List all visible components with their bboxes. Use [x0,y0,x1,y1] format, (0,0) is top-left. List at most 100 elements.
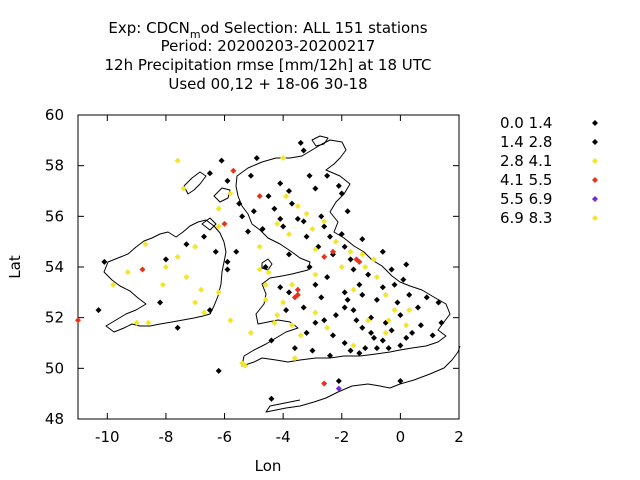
station-marker-class-2 [288,322,295,329]
station-marker-class-1 [95,307,102,314]
x-tick-label: -4 [276,428,291,446]
legend-label: 6.9 8.3 [500,209,552,227]
station-marker-class-2 [256,243,263,250]
station-marker-class-0 [397,342,404,349]
title-line-4: Used 00,12 + 18-06 30-18 [168,75,367,93]
station-marker-class-2 [283,193,290,200]
station-marker-class-0 [286,289,293,296]
station-marker-class-2 [359,251,366,258]
station-marker-class-2 [312,309,319,316]
station-marker-class-2 [180,185,187,192]
station-marker-class-0 [397,378,404,384]
station-marker-class-0 [101,258,108,265]
y-axis-label: Lat [6,255,24,279]
station-marker-class-2 [403,322,410,329]
station-marker-class-0 [239,213,246,220]
station-marker-class-0 [373,296,380,303]
station-marker-class-0 [403,261,410,268]
station-marker-class-0 [300,147,307,154]
station-marker-class-0 [409,329,416,336]
station-marker-class-0 [288,200,295,207]
title-line-3: 12h Precipitation rmse [mm/12h] at 18 UT… [105,56,432,74]
station-marker-class-0 [417,322,424,329]
station-marker-class-2 [350,342,357,349]
station-marker-class-1 [286,188,293,194]
station-marker-class-0 [324,274,331,281]
title-line-2: Period: 20200203-20200217 [161,37,376,55]
station-marker-class-0 [218,157,225,164]
station-marker-class-2 [183,274,190,281]
station-marker-class-0 [244,228,251,235]
station-marker-class-1 [206,170,213,177]
station-marker-class-2 [133,319,140,326]
station-marker-class-0 [233,248,240,255]
station-marker-class-2 [382,329,389,336]
station-marker-class-0 [356,281,363,288]
coastline-map [103,135,461,413]
station-marker-class-0 [332,312,339,319]
station-marker-class-2 [371,256,378,263]
station-marker-class-0 [294,215,301,222]
station-marker-class-0 [327,352,334,359]
station-marker-class-3 [321,253,328,260]
x-tick-label: -8 [158,428,173,446]
station-marker-class-0 [388,266,395,273]
station-marker-class-0 [327,233,334,240]
station-marker-class-0 [174,324,181,331]
legend-marker [592,158,598,164]
station-marker-class-2 [215,205,222,212]
y-tick-label: 48 [45,410,64,428]
station-marker-class-2 [385,317,392,324]
station-marker-class-2 [373,274,380,281]
station-marker-class-3 [230,167,237,174]
station-marker-class-0 [297,139,304,146]
station-marker-class-4 [335,385,342,392]
legend-label: 2.8 4.1 [500,152,552,170]
station-marker-class-2 [174,253,181,260]
station-marker-class-0 [394,299,401,306]
station-marker-class-0 [183,241,190,248]
station-marker-class-2 [297,332,304,339]
station-marker-class-2 [288,281,295,288]
station-marker-class-0 [338,190,345,197]
station-marker-class-0 [318,294,325,301]
station-marker-class-0 [362,345,369,352]
station-marker-class-3 [294,291,301,298]
station-marker-class-0 [379,337,386,344]
station-marker-class-0 [215,367,222,374]
legend-marker [592,139,598,145]
station-marker-class-0 [397,312,404,319]
station-marker-class-2 [262,281,269,288]
station-marker-class-0 [359,291,366,298]
station-marker-class-0 [224,266,231,273]
station-marker-class-0 [423,294,430,301]
station-marker-class-0 [388,327,395,334]
station-marker-class-0 [312,281,319,288]
station-marker-class-2 [309,226,316,232]
station-marker-class-2 [274,312,281,319]
station-marker-class-0 [236,200,243,207]
coast-islay [201,217,217,231]
station-marker-class-2 [215,223,222,230]
station-marker-class-2 [201,309,208,316]
x-tick-label: -2 [334,428,349,446]
station-marker-class-1 [265,193,272,200]
station-marker-class-0 [303,233,310,240]
legend-marker [592,120,598,126]
station-marker-class-2 [247,329,254,336]
station-marker-class-0 [347,347,354,354]
station-marker-class-3 [139,266,146,273]
station-marker-class-0 [277,215,284,222]
station-marker-class-2 [145,319,152,326]
coast-great-britain [235,139,451,367]
station-marker-class-2 [312,271,319,278]
station-marker-class-3 [356,258,363,265]
station-marker-class-2 [227,317,234,324]
station-marker-class-0 [350,307,357,314]
station-marker-class-0 [283,307,290,314]
x-tick-label: 0 [396,428,406,446]
legend-label: 5.5 6.9 [500,190,552,208]
station-marker-class-1 [344,208,351,215]
coast-ireland [103,219,227,333]
